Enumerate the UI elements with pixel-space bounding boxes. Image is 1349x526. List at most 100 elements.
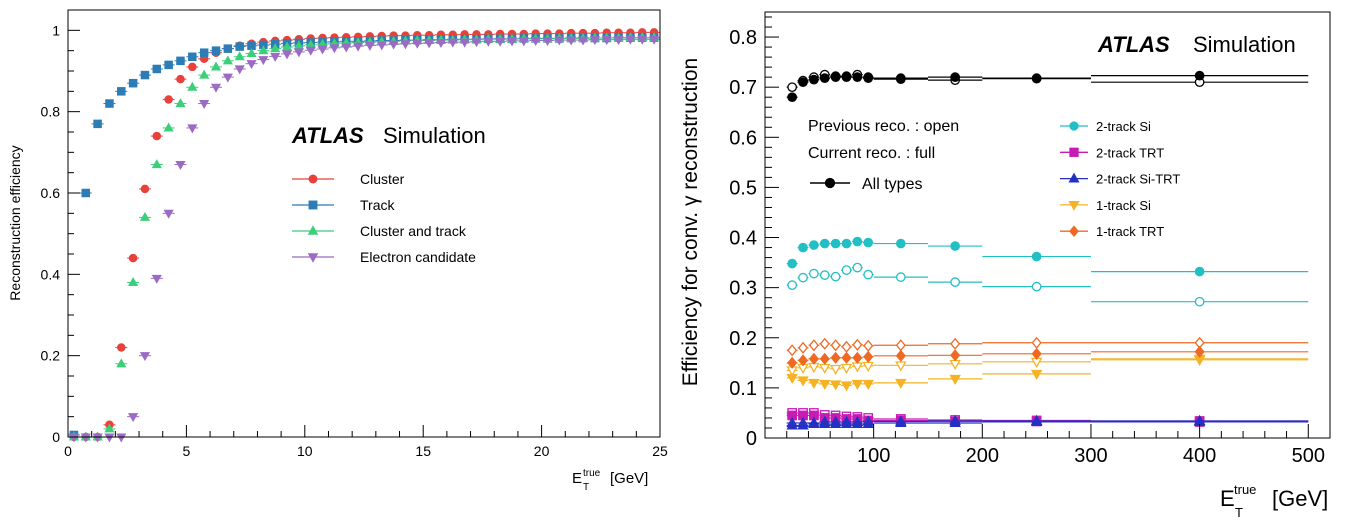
left-data-point (293, 48, 304, 58)
right-x-axis-label: E T true [GeV] (1220, 482, 1328, 520)
left-data-point (270, 52, 281, 62)
right-data-point-current (829, 417, 842, 428)
left-data-point (388, 40, 399, 50)
right-data-point-previous (949, 359, 961, 370)
left-data-point (211, 46, 221, 55)
left-series-electron-candidate (67, 35, 661, 443)
left-data-point (164, 95, 173, 104)
right-legend-marker (1069, 147, 1079, 157)
left-data-point (128, 78, 138, 88)
right-x-tick-label: 200 (966, 445, 999, 467)
left-x-tick-label: 10 (297, 443, 313, 459)
right-legend-marker (1069, 225, 1079, 238)
left-y-tick-label: 0.2 (41, 348, 61, 364)
right-series-1-track-si (786, 354, 1309, 392)
left-data-point (104, 433, 115, 443)
left-data-point (258, 45, 269, 55)
left-data-point (199, 69, 210, 79)
right-data-point-current (840, 417, 853, 428)
left-data-point (625, 35, 636, 45)
right-x-tick-label: 400 (1183, 445, 1216, 467)
right-data-point-current (863, 73, 874, 84)
left-legend: Cluster Track Cluster and track Electron ca… (292, 171, 476, 265)
right-y-tick-label: 0.8 (729, 27, 757, 49)
right-y-tick-label: 0.3 (729, 278, 757, 300)
left-data-point (68, 433, 79, 443)
right-data-point-current (841, 351, 852, 364)
right-data-point-current (830, 238, 841, 249)
left-data-point (317, 45, 328, 55)
left-data-point (506, 37, 518, 47)
right-data-point-previous (829, 364, 842, 375)
left-data-point (281, 50, 293, 60)
left-data-point (152, 64, 162, 74)
right-series-2-track-si (786, 236, 1309, 307)
right-legend-label: 1-track Si (1096, 198, 1151, 213)
conversion-efficiency-chart: 100 200 300 400 500 0 0.1 0.2 0.3 0.4 0.5 0.6 0.7 0.8… (679, 11, 1331, 520)
right-data-point-previous (1031, 281, 1042, 292)
left-data-point (601, 36, 612, 46)
svg-text:ATLAS: ATLAS (291, 123, 364, 148)
left-data-point (139, 211, 151, 221)
left-data-point (222, 55, 233, 65)
left-data-point (104, 423, 115, 433)
svg-text:E: E (572, 470, 582, 487)
svg-text:Current reco. : full: Current reco. : full (808, 145, 935, 162)
right-atlas-watermark: ATLAS Simulation (1097, 32, 1296, 57)
right-y-tick-label: 0 (746, 428, 757, 450)
left-data-point (554, 36, 565, 46)
left-data-point (364, 41, 375, 51)
right-data-point-current (949, 416, 961, 427)
right-data-point-current (830, 72, 841, 83)
svg-text:[GeV]: [GeV] (1272, 486, 1328, 511)
right-data-point-current (841, 72, 852, 83)
right-data-point-previous (819, 337, 830, 350)
right-data-point-current (851, 379, 864, 391)
right-data-point-current (1194, 266, 1205, 277)
right-y-tick-label: 0.1 (729, 378, 757, 400)
right-data-point-current (852, 351, 863, 364)
right-legend-marker (824, 177, 836, 189)
left-data-point (92, 433, 103, 443)
right-data-point-current (798, 242, 808, 253)
right-data-point-previous (895, 361, 907, 372)
left-legend-label: Cluster and track (360, 223, 467, 239)
right-data-point-current (863, 350, 874, 363)
left-data-point (175, 161, 186, 170)
right-data-point-previous (830, 271, 841, 282)
right-legend-marker (1068, 172, 1080, 183)
right-data-point-current (862, 417, 874, 428)
left-data-point (81, 188, 91, 198)
svg-text:T: T (1235, 505, 1243, 520)
svg-text:T: T (583, 482, 589, 493)
left-data-point (139, 352, 151, 362)
right-data-point-previous (852, 338, 863, 351)
right-data-point-current (895, 349, 906, 362)
left-legend-marker (308, 200, 318, 210)
right-data-point-current (841, 238, 852, 249)
right-data-point-current (1031, 347, 1042, 360)
left-data-point (93, 119, 102, 129)
right-series-2-track-si-trt (786, 414, 1309, 430)
left-x-tick-label: 25 (652, 443, 668, 459)
right-y-tick-label: 0.7 (729, 77, 757, 99)
left-data-point (210, 83, 222, 93)
left-y-tick-label: 0.6 (41, 185, 61, 201)
right-data-point-previous (950, 337, 961, 350)
left-y-tick-label: 0.8 (41, 104, 61, 120)
right-data-point-current (1194, 70, 1205, 81)
left-data-point (412, 39, 423, 49)
right-data-point-previous (787, 344, 798, 357)
right-data-point-current (852, 236, 863, 247)
right-data-point-current (797, 354, 809, 367)
right-data-point-current (819, 238, 830, 249)
left-data-point (613, 36, 624, 46)
left-data-point (187, 124, 198, 134)
right-data-point-previous (1031, 336, 1042, 349)
right-data-point-current (1030, 415, 1043, 426)
left-data-point (163, 122, 174, 132)
right-data-point-current (863, 237, 874, 248)
left-data-point (116, 433, 127, 443)
left-data-point (329, 44, 340, 54)
